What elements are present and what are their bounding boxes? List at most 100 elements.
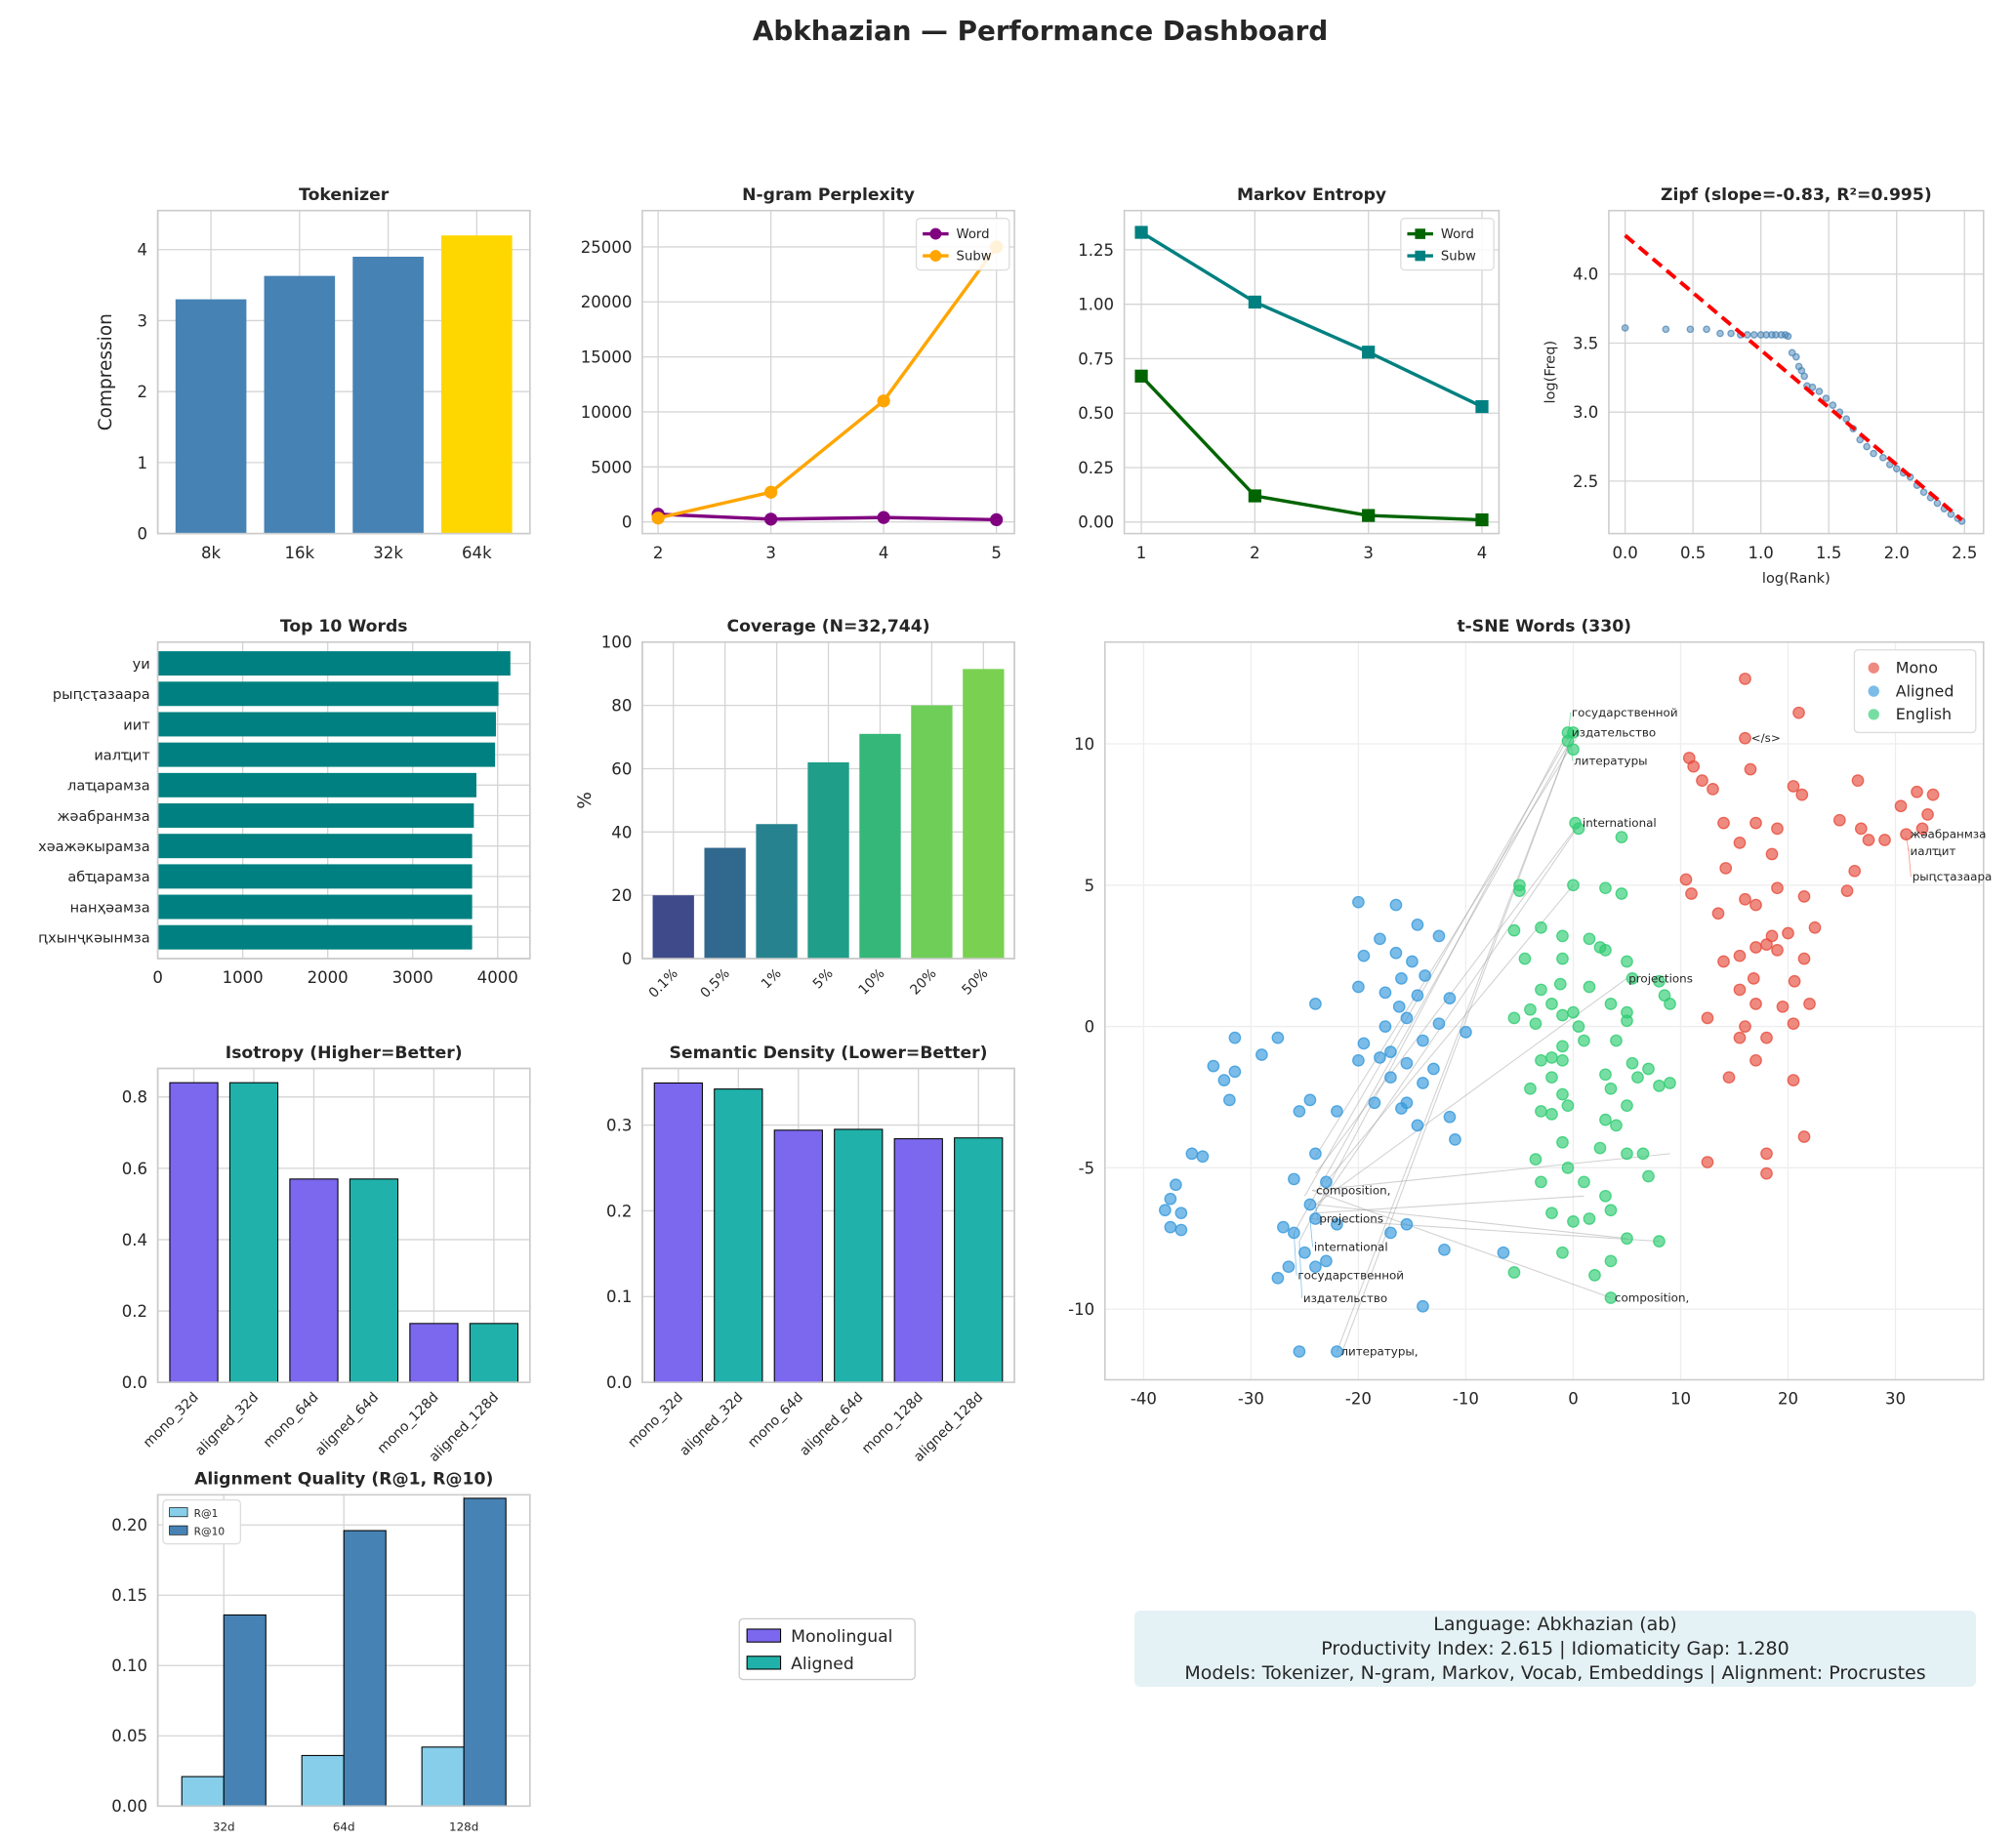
y-tick-label: ԥхынҷкәынмза: [38, 930, 150, 947]
y-tick-label: 2: [138, 383, 148, 401]
zipf-point: [1784, 332, 1792, 341]
tsne-point-aligned: [1164, 1220, 1177, 1234]
x-tick-label: mono_64d: [261, 1390, 322, 1452]
axes-frame: [641, 209, 1015, 535]
tsne-point-mono: [1685, 887, 1698, 900]
tsne-point-english: [1572, 822, 1585, 836]
y-tick-label: 100: [601, 634, 633, 652]
tsne-point-english: [1610, 1119, 1623, 1132]
y-tick-label: 0.0: [606, 1373, 632, 1392]
data-point: [1475, 512, 1489, 527]
zipf-point: [1662, 325, 1670, 334]
tsne-point-mono: [1771, 944, 1784, 957]
x-tick-label: mono_128d: [375, 1390, 442, 1457]
tsne-point-mono: [1760, 1147, 1773, 1161]
tsne-point-english: [1631, 1071, 1644, 1084]
tsne-point-aligned: [1174, 1207, 1188, 1220]
chart-title: Coverage (N=32,744): [726, 617, 929, 636]
shared-legend: Monolingual Aligned: [738, 1617, 916, 1681]
data-point: [1475, 399, 1489, 414]
legend-label: English: [1896, 705, 1952, 723]
tsne-point-mono: [1687, 759, 1701, 773]
bar: [349, 1178, 399, 1383]
chart-title: Isotropy (Higher=Better): [226, 1043, 463, 1063]
tsne-point-english: [1556, 1087, 1569, 1101]
tsne-point-english: [1653, 1235, 1666, 1248]
alignment-link: [1315, 1204, 1627, 1240]
tsne-point-mono: [1765, 847, 1779, 861]
x-tick-label: 5: [991, 544, 1002, 562]
bar: [963, 669, 1005, 960]
y-tick-label: 0: [622, 513, 633, 532]
tsne-point-aligned: [1309, 1212, 1322, 1225]
bar: [893, 1138, 943, 1383]
point-annotation: литературы: [1574, 755, 1647, 768]
bar: [714, 1088, 763, 1383]
tsne-point-english: [1653, 1080, 1666, 1092]
y-tick-label: 0.0: [122, 1373, 147, 1392]
tsne-point-english: [1524, 1002, 1537, 1016]
x-tick-label: 128d: [449, 1820, 478, 1833]
tsne-point-aligned: [1400, 1056, 1414, 1070]
point-annotation: international: [1583, 816, 1657, 830]
tsne-point-aligned: [1357, 1037, 1371, 1050]
tsne-point-aligned: [1406, 955, 1419, 968]
y-tick-label: хәажәкырамза: [38, 839, 150, 855]
tsne-point-english: [1572, 1020, 1585, 1033]
x-tick-label: 10: [1670, 1390, 1691, 1409]
tsne-point-mono: [1787, 1017, 1800, 1031]
x-tick-label: 1.0: [1749, 544, 1774, 562]
bar: [157, 924, 473, 950]
y-tick-label: иалҵит: [94, 747, 150, 763]
zipf-point: [1703, 325, 1710, 334]
zipf-fit-line: [1624, 233, 1963, 521]
annotation-leader: [1309, 1218, 1313, 1248]
point-annotation: </s>: [1751, 731, 1781, 745]
x-tick-label: 64k: [462, 544, 492, 562]
tsne-point-aligned: [1384, 1226, 1397, 1240]
bar: [157, 834, 473, 859]
alignment-link: [1293, 735, 1574, 1234]
bar-r1: [421, 1746, 465, 1807]
tsne-point-aligned: [1298, 1246, 1311, 1259]
chart-title: Markov Entropy: [1237, 185, 1386, 205]
tsne-point-mono: [1711, 907, 1725, 920]
data-point: [877, 511, 890, 524]
tsne-point-mono: [1733, 837, 1747, 849]
zipf-point: [1800, 372, 1809, 381]
tsne-point-aligned: [1352, 980, 1365, 994]
legend-label: R@1: [194, 1508, 219, 1520]
tsne-point-english: [1578, 1175, 1590, 1189]
tsne-point-english: [1561, 1161, 1575, 1174]
tsne-point-mono: [1797, 952, 1811, 965]
tsne-point-aligned: [1384, 1071, 1397, 1084]
bar: [807, 762, 849, 960]
tsne-point-english: [1615, 887, 1628, 900]
axes-frame: [156, 1493, 531, 1808]
chart-markov: 1 2 3 4 0.00 0.25 0.50 0.75 1.00 1.25 Markov Entro…: [1078, 185, 1501, 562]
y-tick-label: 0.50: [1078, 404, 1114, 423]
zipf-point: [1829, 401, 1837, 409]
x-tick-label: -10: [1453, 1390, 1479, 1409]
tsne-point-mono: [1911, 785, 1923, 798]
tsne-point-aligned: [1309, 1260, 1322, 1274]
alignment-link: [1314, 737, 1578, 1158]
bar: [469, 1323, 519, 1383]
legend: Word Subw: [1400, 218, 1495, 271]
bar: [911, 705, 953, 960]
tsne-point-english: [1599, 1068, 1612, 1082]
tsne-point-english: [1545, 1207, 1558, 1220]
bar: [834, 1128, 884, 1383]
y-tick-label: 4: [138, 241, 148, 260]
tsne-point-english: [1583, 980, 1596, 994]
tsne-point-mono: [1862, 834, 1875, 846]
annotation-leader: [1315, 1204, 1319, 1219]
y-axis-label: %: [575, 792, 596, 809]
tsne-point-english: [1556, 1246, 1569, 1259]
tsne-point-english: [1621, 1232, 1633, 1246]
x-tick-label: 3000: [392, 968, 433, 987]
tsne-point-aligned: [1497, 1246, 1510, 1259]
alignment-link: [1311, 1190, 1612, 1299]
tsne-point-mono: [1795, 788, 1809, 801]
alignment-link: [1309, 1217, 1660, 1243]
